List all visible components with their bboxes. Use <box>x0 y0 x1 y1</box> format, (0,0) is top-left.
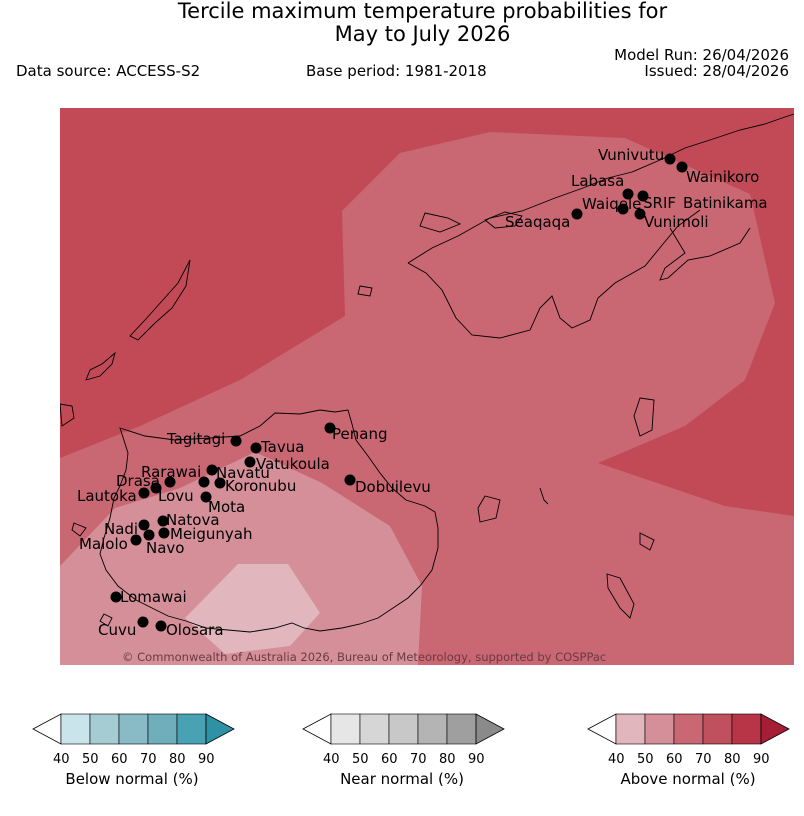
map-band-light <box>60 452 422 665</box>
station-label: Vatukoula <box>256 455 330 473</box>
station-label: Koronubu <box>225 477 296 495</box>
station-label: Navo <box>146 539 184 557</box>
below-tick-label: 80 <box>169 752 186 767</box>
station-label: Natova <box>166 511 220 529</box>
probability-map: Vunivutu Wainikoro Labasa SRIF Batinikam… <box>60 108 794 665</box>
station-label: Mota <box>208 498 245 516</box>
above-normal-title: Above normal (%) <box>620 770 756 788</box>
below-swatch <box>147 713 178 745</box>
station-label: Batinikama <box>683 194 768 212</box>
colorbars <box>32 713 790 745</box>
below-swatch <box>118 713 149 745</box>
station-label: Dobuilevu <box>355 478 431 496</box>
below-tick-label: 50 <box>82 752 99 767</box>
station-label: Malolo <box>79 535 128 553</box>
station-label: Lomawai <box>120 588 187 606</box>
above-tick-label: 70 <box>695 752 712 767</box>
station-label: Penang <box>332 425 387 443</box>
near-swatch <box>446 713 477 745</box>
near-tick-label: 60 <box>381 752 398 767</box>
above-arrow-high <box>760 713 790 745</box>
below-tick-label: 40 <box>53 752 70 767</box>
near-tick-label: 90 <box>468 752 485 767</box>
above-tick-label: 60 <box>666 752 683 767</box>
below-arrow-high <box>205 713 235 745</box>
near-swatch <box>417 713 448 745</box>
below-swatch <box>176 713 207 745</box>
colorbar-above <box>587 713 790 745</box>
map-band-palest <box>185 564 320 654</box>
station-label: Cuvu <box>98 621 136 639</box>
station-label: Rarawai <box>141 463 201 481</box>
station-label: Tavua <box>260 438 304 456</box>
near-tick-label: 70 <box>410 752 427 767</box>
above-tick-label: 40 <box>608 752 625 767</box>
station-markers <box>110 153 688 632</box>
title-line-1: Tercile maximum temperature probabilitie… <box>177 0 668 23</box>
above-arrow-low <box>587 713 617 745</box>
station-label: Meigunyah <box>170 525 252 543</box>
station-label: SRIF <box>643 194 676 212</box>
near-normal-title: Near normal (%) <box>340 770 464 788</box>
base-period: Base period: 1981-2018 <box>306 62 487 80</box>
near-swatch <box>359 713 390 745</box>
below-swatch <box>60 713 91 745</box>
colorbar-below <box>32 713 235 745</box>
station-label: Wainikoro <box>686 168 759 186</box>
above-swatch <box>702 713 733 745</box>
below-arrow-low <box>32 713 62 745</box>
copyright-notice: © Commonwealth of Australia 2026, Bureau… <box>122 650 606 664</box>
above-swatch <box>673 713 704 745</box>
near-swatch <box>388 713 419 745</box>
below-tick-label: 70 <box>140 752 157 767</box>
above-swatch <box>615 713 646 745</box>
above-tick-label: 90 <box>753 752 770 767</box>
model-run: Model Run: 26/04/2026 <box>614 46 789 64</box>
near-swatch <box>330 713 361 745</box>
colorbar-near <box>302 713 505 745</box>
station-label: Labasa <box>571 172 624 190</box>
near-tick-label: 40 <box>323 752 340 767</box>
issued-date: Issued: 28/04/2026 <box>644 62 789 80</box>
above-swatch <box>644 713 675 745</box>
station-label: Vunimoli <box>644 213 709 231</box>
title-line-2: May to July 2026 <box>334 22 511 46</box>
station-label: Seaqaqa <box>505 213 570 231</box>
station-label: Tagitagi <box>166 430 225 448</box>
station-label: Lovu <box>158 487 194 505</box>
above-swatch <box>731 713 762 745</box>
station-labels: Vunivutu Wainikoro Labasa SRIF Batinikam… <box>77 146 768 639</box>
coastlines <box>60 113 794 633</box>
near-arrow-low <box>302 713 332 745</box>
station-label: Olosara <box>166 621 224 639</box>
chart-title: Tercile maximum temperature probabilitie… <box>0 0 804 46</box>
station-label: Lautoka <box>77 487 137 505</box>
station-label: Drasa <box>116 472 160 490</box>
station-label: Waiqele <box>582 195 641 213</box>
station-label: Vunivutu <box>598 146 664 164</box>
below-tick-label: 60 <box>111 752 128 767</box>
station-label: Navatu <box>216 464 270 482</box>
above-tick-label: 80 <box>724 752 741 767</box>
near-tick-label: 80 <box>439 752 456 767</box>
below-normal-title: Below normal (%) <box>65 770 199 788</box>
station-label: Nadi <box>104 520 138 538</box>
below-tick-label: 90 <box>198 752 215 767</box>
above-tick-label: 50 <box>637 752 654 767</box>
near-tick-label: 50 <box>352 752 369 767</box>
below-swatch <box>89 713 120 745</box>
near-arrow-high <box>475 713 505 745</box>
data-source: Data source: ACCESS-S2 <box>16 62 201 80</box>
